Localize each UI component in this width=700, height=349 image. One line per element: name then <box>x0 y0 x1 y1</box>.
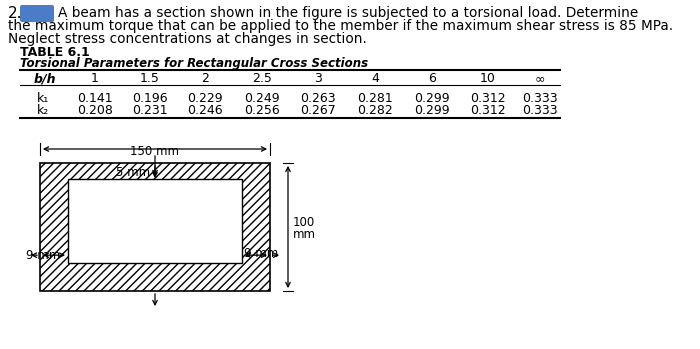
Text: 10: 10 <box>480 73 496 86</box>
Bar <box>40 163 270 291</box>
Text: mm: mm <box>293 228 316 240</box>
Text: 0.267: 0.267 <box>300 104 336 117</box>
Text: 0.281: 0.281 <box>357 91 393 104</box>
Text: 0.249: 0.249 <box>244 91 280 104</box>
Text: 5 mm: 5 mm <box>116 166 150 179</box>
Text: 2.: 2. <box>8 6 22 21</box>
Text: b/h: b/h <box>34 73 56 86</box>
Text: 0.312: 0.312 <box>470 104 506 117</box>
Text: A beam has a section shown in the figure is subjected to a torsional load. Deter: A beam has a section shown in the figure… <box>58 6 638 20</box>
Text: ∞: ∞ <box>535 73 545 86</box>
Text: 0.196: 0.196 <box>132 91 168 104</box>
Text: the maximum torque that can be applied to the member if the maximum shear stress: the maximum torque that can be applied t… <box>8 19 673 33</box>
Text: Torsional Parameters for Rectangular Cross Sections: Torsional Parameters for Rectangular Cro… <box>20 57 368 69</box>
Text: 9 mm: 9 mm <box>244 247 279 260</box>
Text: 0.282: 0.282 <box>357 104 393 117</box>
Text: k₂: k₂ <box>37 104 49 117</box>
Text: 0.299: 0.299 <box>414 91 450 104</box>
Text: 0.208: 0.208 <box>77 104 113 117</box>
Text: 6: 6 <box>428 73 436 86</box>
Text: 1.5: 1.5 <box>140 73 160 86</box>
Text: 150 mm: 150 mm <box>130 145 179 158</box>
Text: 2: 2 <box>201 73 209 86</box>
Text: k₁: k₁ <box>37 91 49 104</box>
Text: 4: 4 <box>371 73 379 86</box>
Text: TABLE 6.1: TABLE 6.1 <box>20 45 90 59</box>
Text: 0.333: 0.333 <box>522 91 558 104</box>
FancyBboxPatch shape <box>20 5 54 22</box>
Text: 0.333: 0.333 <box>522 104 558 117</box>
Text: 0.231: 0.231 <box>132 104 168 117</box>
Text: 0.229: 0.229 <box>187 91 223 104</box>
Text: 0.256: 0.256 <box>244 104 280 117</box>
Text: 0.246: 0.246 <box>187 104 223 117</box>
Text: Neglect stress concentrations at changes in section.: Neglect stress concentrations at changes… <box>8 32 367 46</box>
Text: 9 mm: 9 mm <box>26 248 60 262</box>
Text: 3: 3 <box>314 73 322 86</box>
Text: 1: 1 <box>91 73 99 86</box>
Text: 0.312: 0.312 <box>470 91 506 104</box>
Text: 0.263: 0.263 <box>300 91 336 104</box>
Bar <box>68 179 242 263</box>
Text: 100: 100 <box>293 215 315 229</box>
Text: 2.5: 2.5 <box>252 73 272 86</box>
Text: 0.299: 0.299 <box>414 104 450 117</box>
Text: 0.141: 0.141 <box>77 91 113 104</box>
